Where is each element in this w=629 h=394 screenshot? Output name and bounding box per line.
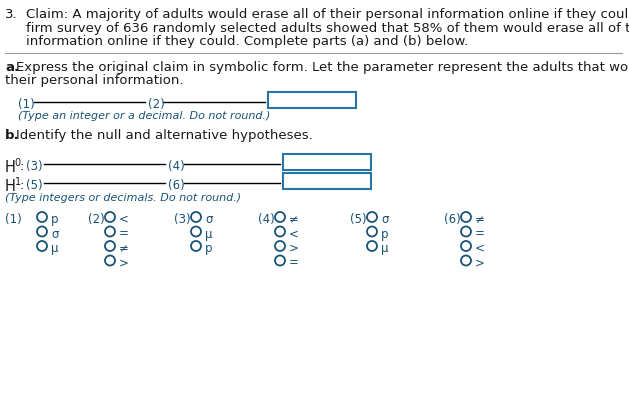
Text: σ: σ bbox=[51, 227, 58, 240]
Text: p: p bbox=[51, 213, 58, 226]
Text: Claim: A majority of adults would erase all of their personal information online: Claim: A majority of adults would erase … bbox=[26, 8, 629, 21]
Text: =: = bbox=[289, 256, 299, 269]
Text: (3): (3) bbox=[26, 160, 43, 173]
Text: (Type an integer or a decimal. Do not round.): (Type an integer or a decimal. Do not ro… bbox=[18, 110, 270, 121]
Text: ≠: ≠ bbox=[119, 242, 129, 255]
Text: (1): (1) bbox=[18, 97, 35, 110]
Text: >: > bbox=[119, 256, 129, 269]
Text: σ: σ bbox=[205, 213, 213, 226]
Text: (5): (5) bbox=[350, 213, 367, 226]
Text: (6): (6) bbox=[168, 179, 185, 192]
Text: (1): (1) bbox=[5, 213, 22, 226]
Text: p: p bbox=[381, 227, 389, 240]
Text: 0: 0 bbox=[14, 158, 21, 167]
Text: (2): (2) bbox=[88, 213, 105, 226]
Text: p: p bbox=[205, 242, 213, 255]
Text: =: = bbox=[475, 227, 485, 240]
Text: a.: a. bbox=[5, 61, 19, 74]
Text: 1: 1 bbox=[14, 177, 21, 187]
Text: =: = bbox=[119, 227, 129, 240]
Text: ≠: ≠ bbox=[475, 213, 485, 226]
Text: σ: σ bbox=[381, 213, 388, 226]
Text: (6): (6) bbox=[444, 213, 461, 226]
Text: <: < bbox=[289, 227, 299, 240]
Text: μ: μ bbox=[51, 242, 58, 255]
Text: (Type integers or decimals. Do not round.): (Type integers or decimals. Do not round… bbox=[5, 193, 241, 203]
Text: ≠: ≠ bbox=[289, 213, 299, 226]
Text: Identify the null and alternative hypotheses.: Identify the null and alternative hypoth… bbox=[16, 128, 313, 141]
Text: >: > bbox=[289, 242, 299, 255]
Text: :: : bbox=[20, 160, 29, 173]
Text: (2): (2) bbox=[148, 97, 165, 110]
Text: μ: μ bbox=[205, 227, 213, 240]
Text: <: < bbox=[119, 213, 129, 226]
Text: 3.: 3. bbox=[5, 8, 18, 21]
Text: (4): (4) bbox=[168, 160, 185, 173]
Text: H: H bbox=[5, 160, 16, 175]
Text: Express the original claim in symbolic form. Let the parameter represent the adu: Express the original claim in symbolic f… bbox=[16, 61, 629, 74]
Text: >: > bbox=[475, 256, 485, 269]
Text: <: < bbox=[475, 242, 485, 255]
Text: firm survey of 636 randomly selected adults showed that 58% of them would erase : firm survey of 636 randomly selected adu… bbox=[26, 22, 629, 35]
Text: (3): (3) bbox=[174, 213, 191, 226]
Bar bbox=[268, 91, 356, 108]
Text: :: : bbox=[20, 179, 29, 192]
Text: b.: b. bbox=[5, 128, 19, 141]
Bar bbox=[283, 154, 371, 169]
Text: (5): (5) bbox=[26, 179, 43, 192]
Bar bbox=[283, 173, 371, 189]
Text: μ: μ bbox=[381, 242, 389, 255]
Text: H: H bbox=[5, 179, 16, 194]
Text: (4): (4) bbox=[258, 213, 275, 226]
Text: their personal information.: their personal information. bbox=[5, 74, 184, 87]
Text: information online if they could. Complete parts (a) and (b) below.: information online if they could. Comple… bbox=[26, 35, 468, 48]
